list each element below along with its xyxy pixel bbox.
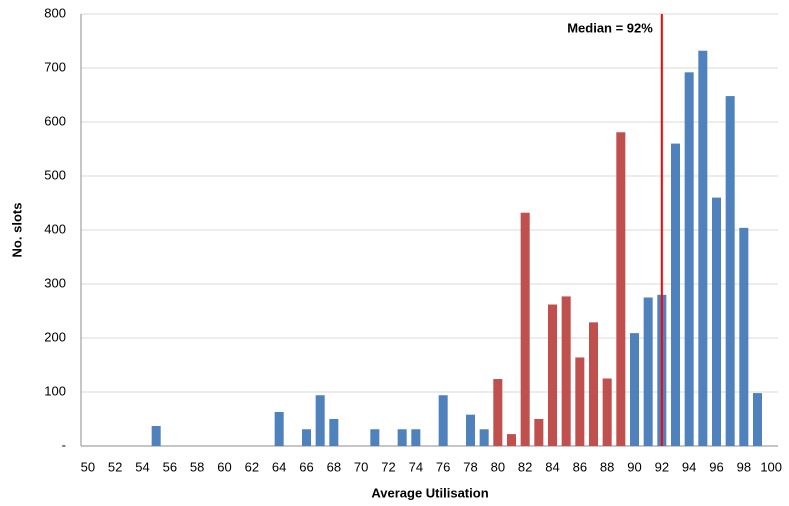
x-tick-label: 80 [491,459,505,474]
bar [739,227,749,446]
bar [151,426,161,446]
x-tick-label: 94 [682,459,696,474]
bar [602,378,612,446]
x-tick-label: 68 [327,459,341,474]
bar [698,50,708,446]
y-tick-label: 800 [44,5,66,20]
bar [711,197,722,446]
median-label: Median = 92% [567,20,653,35]
y-tick-label: 500 [44,167,66,182]
bar [438,395,448,446]
bar [465,414,476,446]
bar [534,419,544,446]
bar [616,132,626,446]
bar [411,429,421,446]
x-tick-label: 72 [381,459,395,474]
y-tick-label: 400 [44,221,66,236]
bar [315,395,325,446]
x-tick-label: 100 [760,459,782,474]
bar [397,429,407,446]
x-tick-label: 56 [163,459,177,474]
x-tick-label: 92 [655,459,669,474]
x-tick-label: 88 [600,459,614,474]
y-tick-label: 600 [44,113,66,128]
x-tick-label: 74 [409,459,423,474]
y-tick-label: 300 [44,275,66,290]
x-tick-label: 52 [108,459,122,474]
bar [520,212,530,446]
y-tick-label: 200 [44,329,66,344]
bar [725,96,735,446]
x-axis-title: Average Utilisation [371,485,488,500]
y-tick-label: - [62,437,66,452]
x-tick-label: 62 [245,459,259,474]
x-tick-label: 98 [737,459,751,474]
x-tick-label: 64 [272,459,286,474]
bar [684,72,694,446]
x-tick-label: 54 [135,459,149,474]
x-tick-label: 84 [545,459,559,474]
x-tick-label: 58 [190,459,204,474]
bar [752,393,763,446]
bar [575,357,585,446]
x-tick-label: 66 [299,459,313,474]
bar [479,429,489,446]
bar [643,297,653,446]
bar [506,434,517,446]
x-tick-label: 90 [627,459,641,474]
bar [588,322,599,446]
bar [370,429,380,446]
y-tick-label: 700 [44,59,66,74]
x-tick-label: 86 [573,459,587,474]
x-tick-label: 50 [81,459,95,474]
x-tick-label: 76 [436,459,450,474]
y-tick-label: 100 [44,383,66,398]
x-tick-label: 60 [217,459,231,474]
x-tick-label: 70 [354,459,368,474]
bar [547,304,558,446]
bar [301,429,312,446]
bar [493,379,503,446]
bar [670,143,681,446]
bar [329,419,339,446]
x-tick-label: 82 [518,459,532,474]
bar [629,333,640,446]
x-tick-label: 78 [463,459,477,474]
x-tick-label: 96 [709,459,723,474]
y-axis-title: No. slots [9,203,24,258]
bar [274,411,284,446]
bar [561,296,571,446]
